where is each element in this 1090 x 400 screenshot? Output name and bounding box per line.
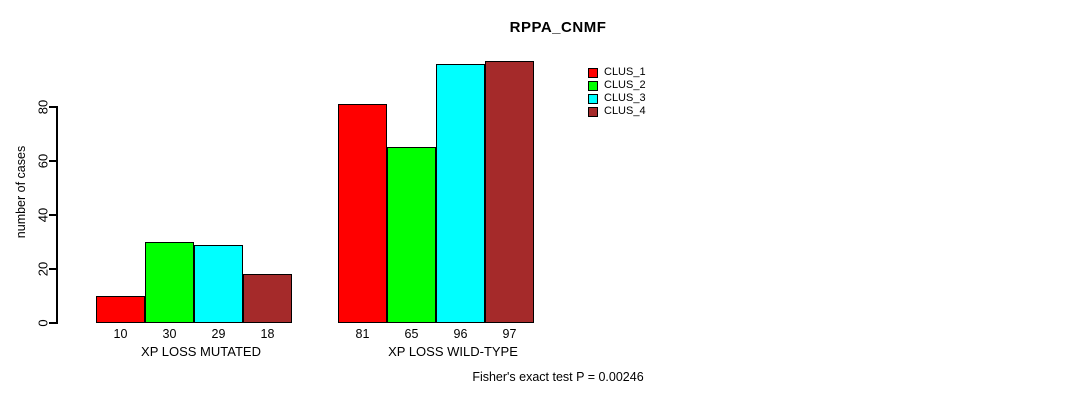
bar-value-label: 96	[453, 327, 468, 341]
chart-title: RPPA_CNMF	[509, 19, 607, 36]
bar-value-label: 18	[260, 327, 275, 341]
y-tick-label: 0	[35, 319, 51, 327]
y-axis-line	[56, 106, 58, 324]
bar-value-label: 30	[162, 327, 177, 341]
bar-value-label: 10	[113, 327, 128, 341]
bar-clus_2-group1	[145, 242, 194, 323]
y-axis-tick	[49, 268, 56, 270]
fisher-test-annotation: Fisher's exact test P = 0.00246	[472, 370, 644, 384]
bar-value-label: 65	[404, 327, 419, 341]
y-axis-tick	[49, 160, 56, 162]
legend-swatch-clus_3	[588, 94, 598, 104]
legend-swatch-clus_2	[588, 81, 598, 91]
legend-label-clus_1: CLUS_1	[604, 66, 646, 78]
legend-label-clus_2: CLUS_2	[604, 79, 646, 91]
bar-value-label: 97	[502, 327, 517, 341]
legend-label-clus_3: CLUS_3	[604, 92, 646, 104]
bar-value-label: 29	[211, 327, 226, 341]
x-group-label: XP LOSS WILD-TYPE	[388, 344, 518, 359]
legend-swatch-clus_4	[588, 107, 598, 117]
bar-clus_3-group2	[436, 64, 485, 323]
y-tick-label: 20	[35, 261, 51, 277]
bar-clus_1-group2	[338, 104, 387, 323]
legend-swatch-clus_1	[588, 68, 598, 78]
y-axis-tick	[49, 322, 56, 324]
y-tick-label: 40	[35, 207, 51, 223]
bar-clus_4-group1	[243, 274, 292, 323]
bar-clus_4-group2	[485, 61, 534, 323]
bar-clus_3-group1	[194, 245, 243, 323]
legend-label-clus_4: CLUS_4	[604, 105, 646, 117]
x-group-label: XP LOSS MUTATED	[141, 344, 261, 359]
y-tick-label: 60	[35, 153, 51, 169]
bar-clus_1-group1	[96, 296, 145, 323]
bar-value-label: 81	[355, 327, 370, 341]
y-axis-label: number of cases	[14, 145, 28, 239]
y-axis-tick	[49, 106, 56, 108]
y-axis-tick	[49, 214, 56, 216]
bar-clus_2-group2	[387, 147, 436, 323]
y-tick-label: 80	[35, 99, 51, 115]
